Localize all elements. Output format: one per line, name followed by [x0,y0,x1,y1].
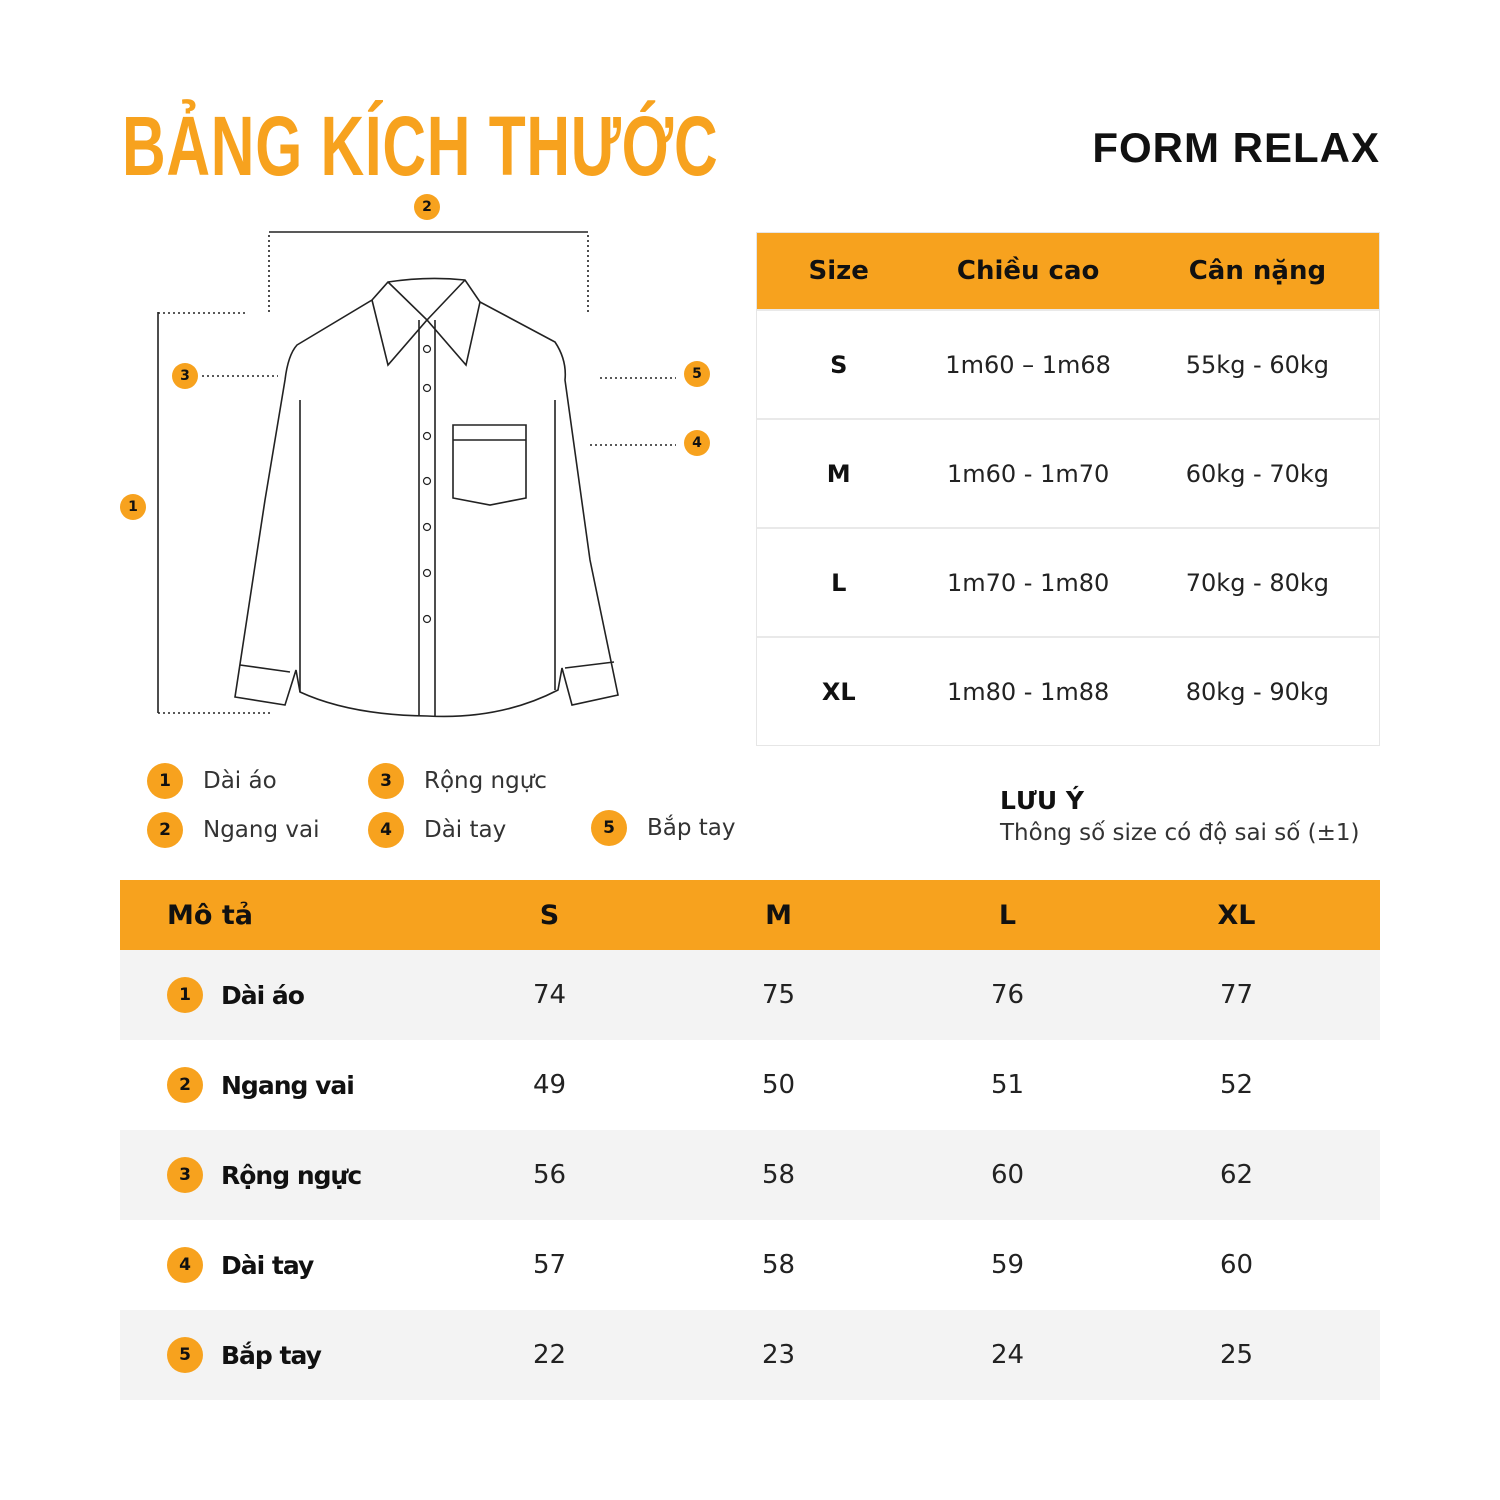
value-cell: 56 [532,1160,567,1190]
row-label: Bắp tay [221,1340,322,1370]
legend-item: 4 Dài tay [368,812,506,848]
row-label: Dài tay [221,1250,314,1280]
value-cell: 51 [990,1070,1025,1100]
header-l: L [998,899,1017,931]
legend-label: Bắp tay [647,815,736,841]
table-row: 3 Rộng ngực 56 58 60 62 [120,1130,1380,1220]
row-label: Ngang vai [221,1070,355,1100]
height-cell: 1m60 - 1m70 [946,459,1110,488]
measurement-table-header: Mô tả S M L XL [120,880,1380,950]
size-cell: M [826,459,851,488]
size-table-header: Size Chiều cao Cân nặng [757,233,1379,309]
size-cell: L [831,568,847,597]
weight-cell: 80kg - 90kg [1185,677,1330,706]
row-badge: 5 [167,1337,203,1373]
table-row: S 1m60 – 1m68 55kg - 60kg [757,309,1379,418]
row-label-cell: 2 Ngang vai [120,1067,435,1103]
value-cell: 24 [990,1340,1025,1370]
header-m: M [765,899,792,931]
shirt-diagram [157,231,676,718]
table-row: M 1m60 - 1m70 60kg - 70kg [757,418,1379,527]
size-cell: XL [821,677,856,706]
table-row: XL 1m80 - 1m88 80kg - 90kg [757,636,1379,745]
legend-label: Dài áo [203,768,277,794]
page-title: BẢNG KÍCH THƯỚC [122,99,719,193]
value-cell: 76 [990,980,1025,1010]
row-label-cell: 3 Rộng ngực [120,1157,435,1193]
marker-5: 5 [684,361,710,387]
legend-label: Rộng ngực [424,768,547,794]
value-cell: 22 [532,1340,567,1370]
value-cell: 58 [761,1250,796,1280]
height-cell: 1m80 - 1m88 [946,677,1110,706]
header-description: Mô tả [167,899,253,931]
row-badge: 1 [167,977,203,1013]
marker-3: 3 [172,363,198,389]
table-row: 4 Dài tay 57 58 59 60 [120,1220,1380,1310]
weight-cell: 60kg - 70kg [1185,459,1330,488]
row-badge: 4 [167,1247,203,1283]
weight-cell: 70kg - 80kg [1185,568,1330,597]
value-cell: 23 [761,1340,796,1370]
legend-item: 5 Bắp tay [591,810,736,846]
value-cell: 59 [990,1250,1025,1280]
row-badge: 2 [167,1067,203,1103]
value-cell: 74 [532,980,567,1010]
row-label-cell: 4 Dài tay [120,1247,435,1283]
value-cell: 49 [532,1070,567,1100]
value-cell: 77 [1219,980,1254,1010]
table-row: 2 Ngang vai 49 50 51 52 [120,1040,1380,1130]
size-cell: S [830,350,848,379]
size-table: Size Chiều cao Cân nặng S 1m60 – 1m68 55kg… [756,232,1380,746]
header-weight: Cân nặng [1188,256,1327,286]
legend-badge: 2 [147,812,183,848]
header-size: Size [808,256,869,286]
header-height: Chiều cao [956,256,1100,286]
value-cell: 62 [1219,1160,1254,1190]
weight-cell: 55kg - 60kg [1185,350,1330,379]
value-cell: 75 [761,980,796,1010]
row-label: Rộng ngực [221,1160,362,1190]
measurement-table: Mô tả S M L XL 1 Dài áo 74 75 76 77 2 Ngang vai… [120,880,1380,1400]
row-label: Dài áo [221,980,305,1010]
legend-label: Ngang vai [203,817,320,843]
form-label: FORM RELAX [1092,124,1380,171]
value-cell: 60 [990,1160,1025,1190]
value-cell: 58 [761,1160,796,1190]
legend-item: 1 Dài áo [147,763,277,799]
legend-badge: 5 [591,810,627,846]
value-cell: 52 [1219,1070,1254,1100]
value-cell: 60 [1219,1250,1254,1280]
legend-item: 3 Rộng ngực [368,763,547,799]
row-label-cell: 5 Bắp tay [120,1337,435,1373]
legend-badge: 3 [368,763,404,799]
row-label-cell: 1 Dài áo [120,977,435,1013]
note-title: LƯU Ý [1000,786,1084,815]
legend-badge: 4 [368,812,404,848]
note-text: Thông số size có độ sai số (±1) [1000,820,1360,846]
value-cell: 25 [1219,1340,1254,1370]
marker-1: 1 [120,494,146,520]
value-cell: 50 [761,1070,796,1100]
table-row: 1 Dài áo 74 75 76 77 [120,950,1380,1040]
legend-label: Dài tay [424,817,507,843]
table-row: L 1m70 - 1m80 70kg - 80kg [757,527,1379,636]
height-cell: 1m60 – 1m68 [945,350,1111,379]
legend-item: 2 Ngang vai [147,812,319,848]
value-cell: 57 [532,1250,567,1280]
header-s: S [539,899,560,931]
row-badge: 3 [167,1157,203,1193]
legend-badge: 1 [147,763,183,799]
marker-2: 2 [414,194,440,220]
header-xl: XL [1217,899,1256,931]
height-cell: 1m70 - 1m80 [946,568,1110,597]
marker-4: 4 [684,430,710,456]
table-row: 5 Bắp tay 22 23 24 25 [120,1310,1380,1400]
